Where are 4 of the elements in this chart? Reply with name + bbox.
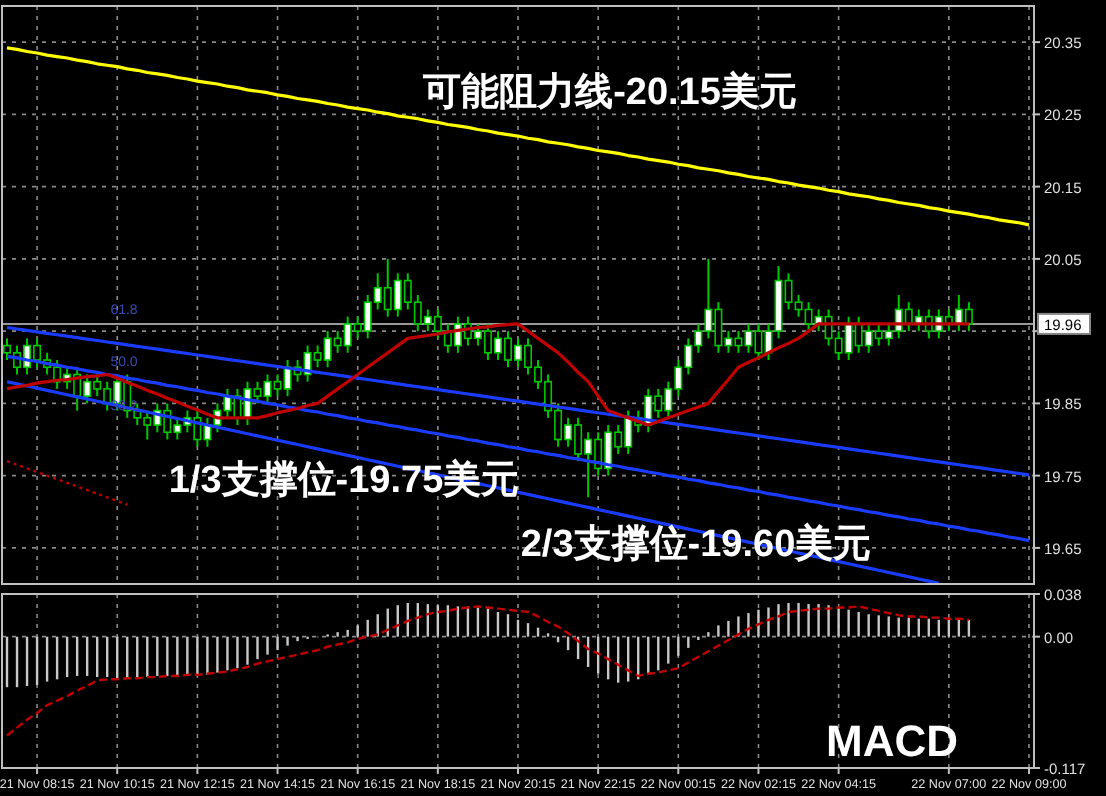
line-series [5,459,129,506]
text: MACD [826,716,958,766]
annotation: 可能阻力线-20.15美元 [421,70,797,114]
line-series [5,46,1031,227]
